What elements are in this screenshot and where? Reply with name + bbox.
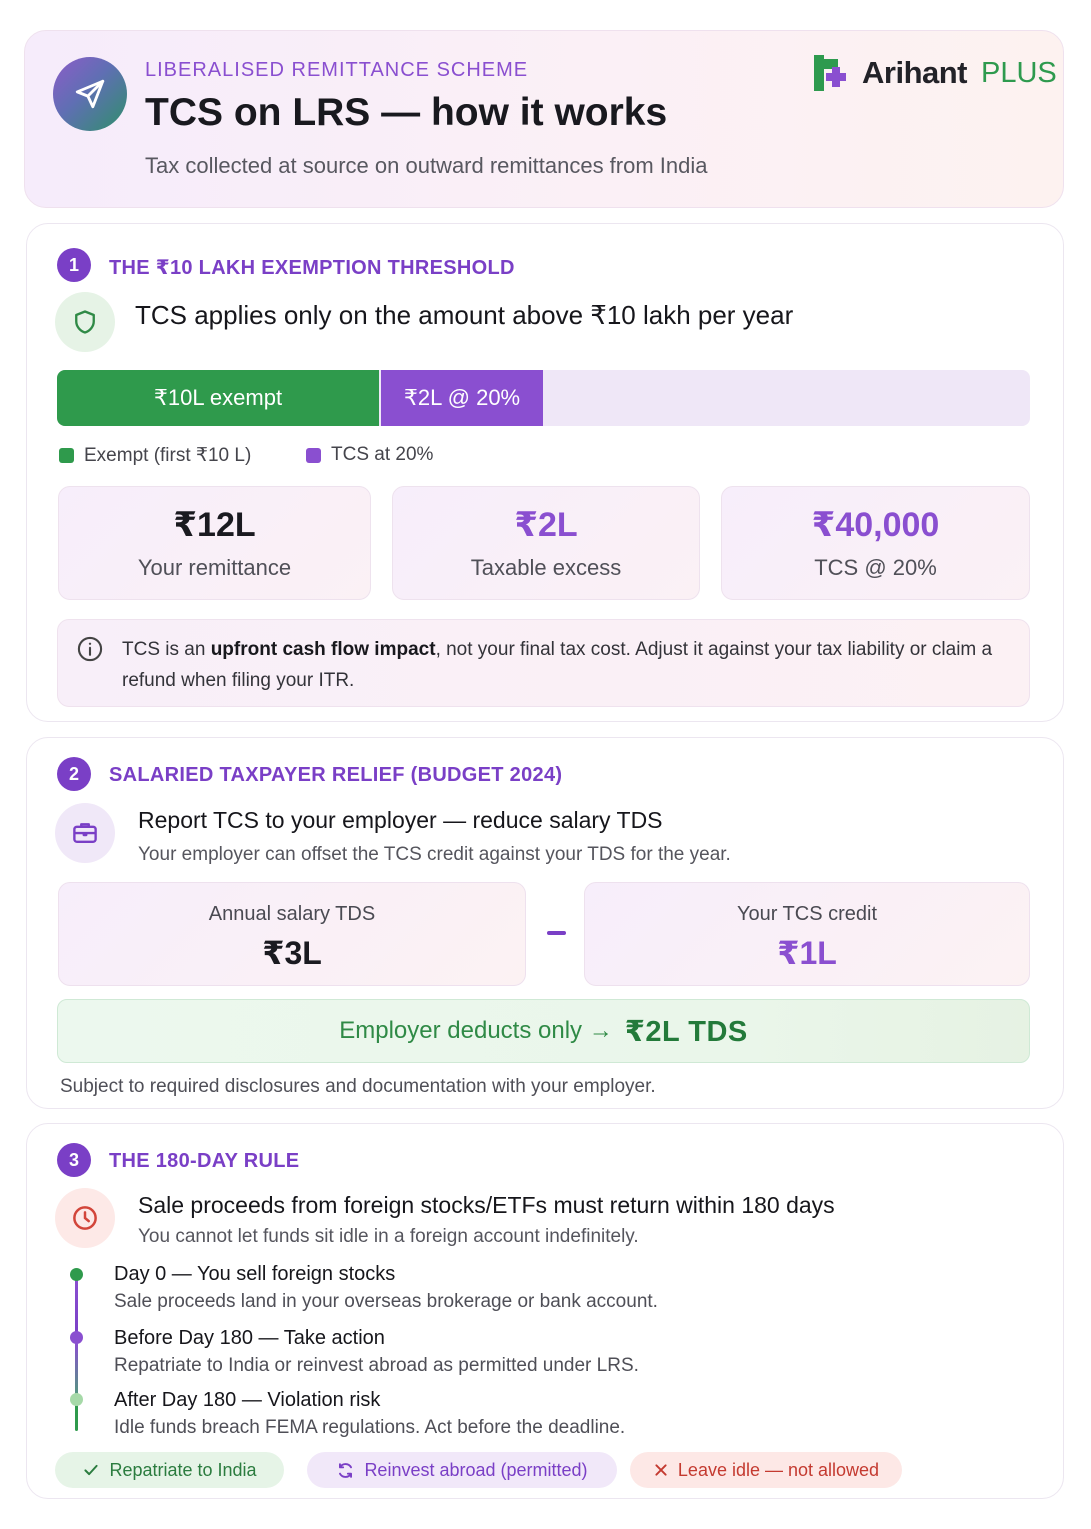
info-note-text: TCS is an upfront cash flow impact, not … xyxy=(122,639,993,691)
section-180-day-rule: 3 THE 180-DAY RULE Sale proceeds from fo… xyxy=(26,1123,1064,1499)
legend-swatch-purple xyxy=(306,447,321,463)
timeline-desc: Sale proceeds land in your overseas brok… xyxy=(114,1291,658,1312)
timeline-title: Day 0 — You sell foreign stocks xyxy=(114,1263,396,1285)
section-exemption-threshold: 1 THE ₹10 LAKH EXEMPTION THRESHOLD TCS a… xyxy=(26,223,1064,722)
refresh-icon xyxy=(339,1462,353,1478)
section-title: THE 180-DAY RULE xyxy=(109,1150,300,1172)
timeline-title: Before Day 180 — Take action xyxy=(114,1327,385,1349)
section-sub: You cannot let funds sit idle in a forei… xyxy=(138,1226,639,1247)
pill-reinvest: Reinvest abroad (permitted) xyxy=(307,1452,617,1488)
info-note: TCS is an upfront cash flow impact, not … xyxy=(57,619,1030,707)
result-text: Employer deducts only → xyxy=(339,1017,613,1044)
timeline-desc: Repatriate to India or reinvest abroad a… xyxy=(114,1355,639,1376)
header-kicker: LIBERALISED REMITTANCE SCHEME xyxy=(145,59,529,81)
stat-label: Taxable excess xyxy=(470,555,622,580)
section-salaried-relief: 2 SALARIED TAXPAYER RELIEF (BUDGET 2024)… xyxy=(26,737,1064,1109)
brand-mark-icon xyxy=(814,55,846,91)
stat-label: TCS @ 20% xyxy=(814,555,937,580)
timeline-connector xyxy=(75,1343,78,1398)
timeline-dot xyxy=(70,1331,83,1344)
section-lead: Sale proceeds from foreign stocks/ETFs m… xyxy=(138,1192,835,1218)
box-label: Your TCS credit xyxy=(736,903,878,925)
briefcase-icon xyxy=(55,803,115,863)
section-sub: Your employer can offset the TCS credit … xyxy=(138,844,731,865)
taxed-segment: ₹2L @ 20% xyxy=(381,370,543,426)
section-number: 3 xyxy=(57,1143,91,1177)
timeline-dot xyxy=(70,1393,83,1406)
minus-icon xyxy=(547,931,566,935)
box-value: ₹3L xyxy=(262,935,322,971)
page-subtitle: Tax collected at source on outward remit… xyxy=(145,153,708,178)
pill-label: Reinvest abroad (permitted) xyxy=(364,1459,588,1480)
check-icon xyxy=(84,1464,99,1476)
stat-tcs-amount: ₹40,000 TCS @ 20% xyxy=(721,486,1030,600)
stat-value: ₹12L xyxy=(173,506,256,544)
legend-label: Exempt (first ₹10 L) xyxy=(84,445,252,466)
timeline-connector xyxy=(75,1279,78,1336)
shield-icon xyxy=(55,292,115,352)
exempt-segment: ₹10L exempt xyxy=(57,370,379,426)
legend-exempt: Exempt (first ₹10 L) xyxy=(59,444,251,467)
legend-swatch-green xyxy=(59,448,74,463)
brand-suffix: PLUS xyxy=(981,56,1057,89)
pill-label: Leave idle — not allowed xyxy=(677,1459,880,1480)
cross-icon xyxy=(655,1464,667,1476)
timeline-title: After Day 180 — Violation risk xyxy=(114,1389,381,1411)
timeline-dot xyxy=(70,1268,83,1281)
send-icon xyxy=(53,57,127,131)
legend-tcs: TCS at 20% xyxy=(306,444,433,466)
section-title: THE ₹10 LAKH EXEMPTION THRESHOLD xyxy=(109,257,515,279)
stat-taxable-excess: ₹2L Taxable excess xyxy=(392,486,700,600)
section-lead: TCS applies only on the amount above ₹10… xyxy=(135,300,794,330)
legend-label: TCS at 20% xyxy=(331,444,434,465)
tcs-credit-box: Your TCS credit ₹1L xyxy=(584,882,1030,986)
timeline-desc: Idle funds breach FEMA regulations. Act … xyxy=(114,1417,626,1438)
stat-remittance: ₹12L Your remittance xyxy=(58,486,371,600)
pill-leave-idle: Leave idle — not allowed xyxy=(630,1452,902,1488)
section-title: SALARIED TAXPAYER RELIEF (BUDGET 2024) xyxy=(109,764,563,786)
stat-label: Your remittance xyxy=(137,555,292,580)
section-number: 2 xyxy=(57,757,91,791)
page-title: TCS on LRS — how it works xyxy=(145,91,668,134)
pill-repatriate: Repatriate to India xyxy=(55,1452,284,1488)
brand-logo: Arihant PLUS xyxy=(812,51,1057,95)
timeline-connector xyxy=(75,1405,78,1431)
section-lead: Report TCS to your employer — reduce sal… xyxy=(138,807,663,833)
salary-tds-box: Annual salary TDS ₹3L xyxy=(58,882,526,986)
box-value: ₹1L xyxy=(777,935,837,971)
box-label: Annual salary TDS xyxy=(208,903,376,925)
disclaimer-text: Subject to required disclosures and docu… xyxy=(60,1076,656,1097)
header-banner: LIBERALISED REMITTANCE SCHEME TCS on LRS… xyxy=(24,30,1064,208)
result-value: ₹2L TDS xyxy=(624,1015,748,1048)
info-icon xyxy=(77,636,103,662)
clock-icon xyxy=(55,1188,115,1248)
stat-value: ₹40,000 xyxy=(811,506,940,544)
result-strip: Employer deducts only → ₹2L TDS xyxy=(57,999,1030,1063)
pill-label: Repatriate to India xyxy=(109,1459,257,1480)
section-number: 1 xyxy=(57,248,91,282)
stat-value: ₹2L xyxy=(514,506,578,544)
brand-name: Arihant xyxy=(862,55,968,90)
exemption-bar: ₹10L exempt ₹2L @ 20% xyxy=(57,370,1030,426)
